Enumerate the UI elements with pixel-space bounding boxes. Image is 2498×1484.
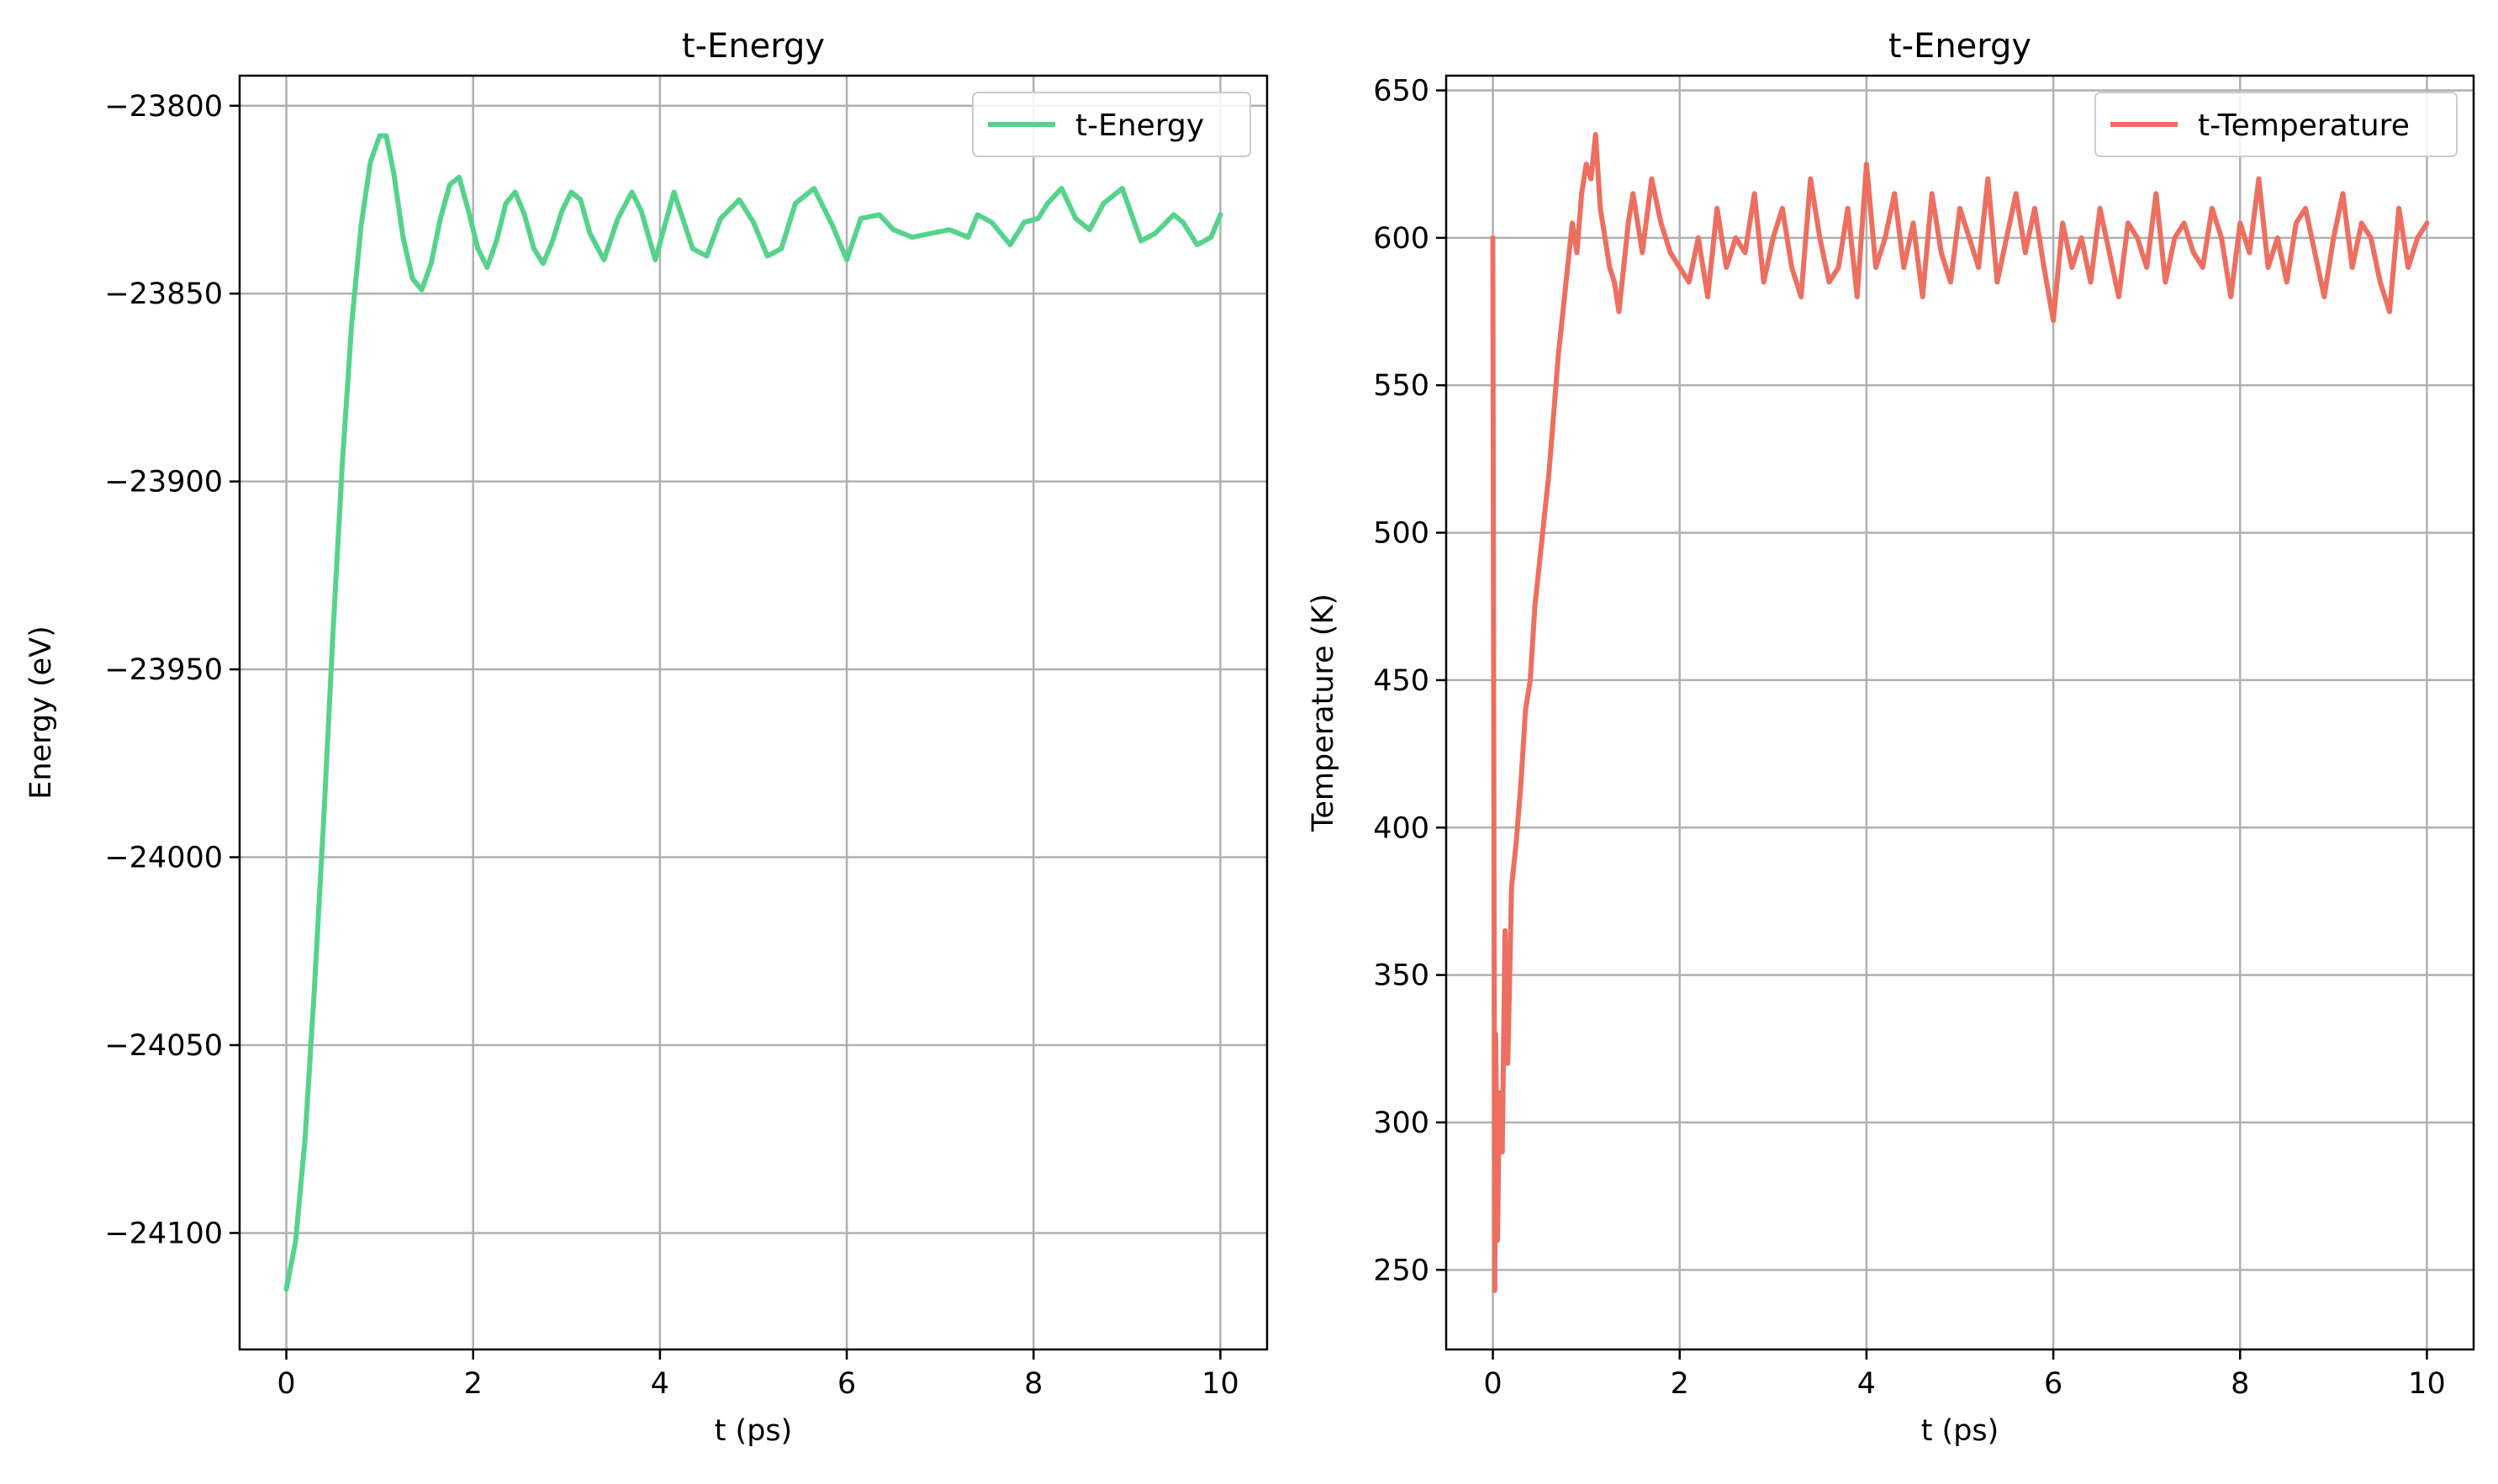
temperature-y-tick-label-1: 300 — [1373, 1106, 1429, 1140]
temperature-y-tick-label-2: 350 — [1373, 959, 1429, 993]
temperature-y-tick-label-3: 400 — [1373, 811, 1429, 845]
temperature-chart-title: t-Energy — [1888, 27, 2031, 66]
temperature-y-axis-label: Temperature (K) — [1307, 594, 1340, 832]
energy-x-tick-label-2: 4 — [651, 1367, 669, 1401]
temperature-legend: t-Temperature — [2094, 92, 2458, 157]
temperature-x-tick-label-0: 0 — [1483, 1367, 1502, 1401]
energy-y-tick-label-6: −24100 — [104, 1217, 223, 1250]
temperature-x-tick-label-2: 4 — [1857, 1367, 1876, 1401]
temperature-x-axis-label: t (ps) — [1921, 1414, 1999, 1448]
temperature-y-tick-label-7: 600 — [1373, 222, 1429, 256]
energy-legend-box — [972, 92, 1251, 157]
energy-y-tick-label-3: −23950 — [104, 653, 223, 687]
energy-series-line-0 — [283, 133, 1223, 1292]
energy-x-tick-label-4: 8 — [1024, 1367, 1043, 1401]
energy-plot-frame — [238, 74, 1269, 1351]
energy-y-tick-label-2: −23900 — [104, 466, 223, 499]
energy-chart-title: t-Energy — [682, 27, 825, 66]
energy-x-tick-label-0: 0 — [277, 1367, 295, 1401]
energy-legend-label-0: t-Energy — [1075, 108, 1204, 143]
energy-y-tick-label-1: −23850 — [104, 277, 223, 311]
energy-chart-panel: 0 2 4 6 8 10 −23800 −23850 −23900 −23950 −24000 −24… — [24, 27, 1269, 1448]
temperature-y-tick-label-5: 500 — [1373, 517, 1429, 551]
temperature-y-tick-label-8: 650 — [1373, 75, 1429, 108]
energy-x-axis-label: t (ps) — [715, 1414, 793, 1448]
temperature-y-tick-label-0: 250 — [1373, 1254, 1429, 1287]
temperature-series-line-0 — [1490, 132, 2430, 1293]
temperature-legend-label-0: t-Temperature — [2198, 108, 2410, 143]
temperature-chart-panel: 0 2 4 6 8 10 250 300 350 400 450 500 550 600 650 t-Ener… — [1307, 27, 2475, 1448]
temperature-x-tick-label-5: 10 — [2408, 1367, 2446, 1401]
energy-y-tick-label-5: −24050 — [104, 1029, 223, 1063]
energy-legend: t-Energy — [972, 92, 1251, 157]
temperature-x-tick-label-1: 2 — [1671, 1367, 1689, 1401]
energy-x-tick-label-3: 6 — [837, 1367, 856, 1401]
energy-x-tick-label-5: 10 — [1201, 1367, 1239, 1401]
energy-x-tick-label-1: 2 — [464, 1367, 483, 1401]
temperature-x-tick-label-3: 6 — [2044, 1367, 2062, 1401]
energy-y-tick-label-4: −24000 — [104, 842, 223, 875]
temperature-y-tick-label-4: 450 — [1373, 664, 1429, 698]
energy-y-axis-label: Energy (eV) — [24, 626, 58, 799]
temperature-y-tick-label-6: 550 — [1373, 369, 1429, 403]
temperature-legend-box — [2094, 92, 2458, 157]
energy-y-tick-label-0: −23800 — [104, 90, 223, 124]
temperature-plot-frame — [1444, 74, 2475, 1351]
temperature-x-tick-label-4: 8 — [2231, 1367, 2249, 1401]
